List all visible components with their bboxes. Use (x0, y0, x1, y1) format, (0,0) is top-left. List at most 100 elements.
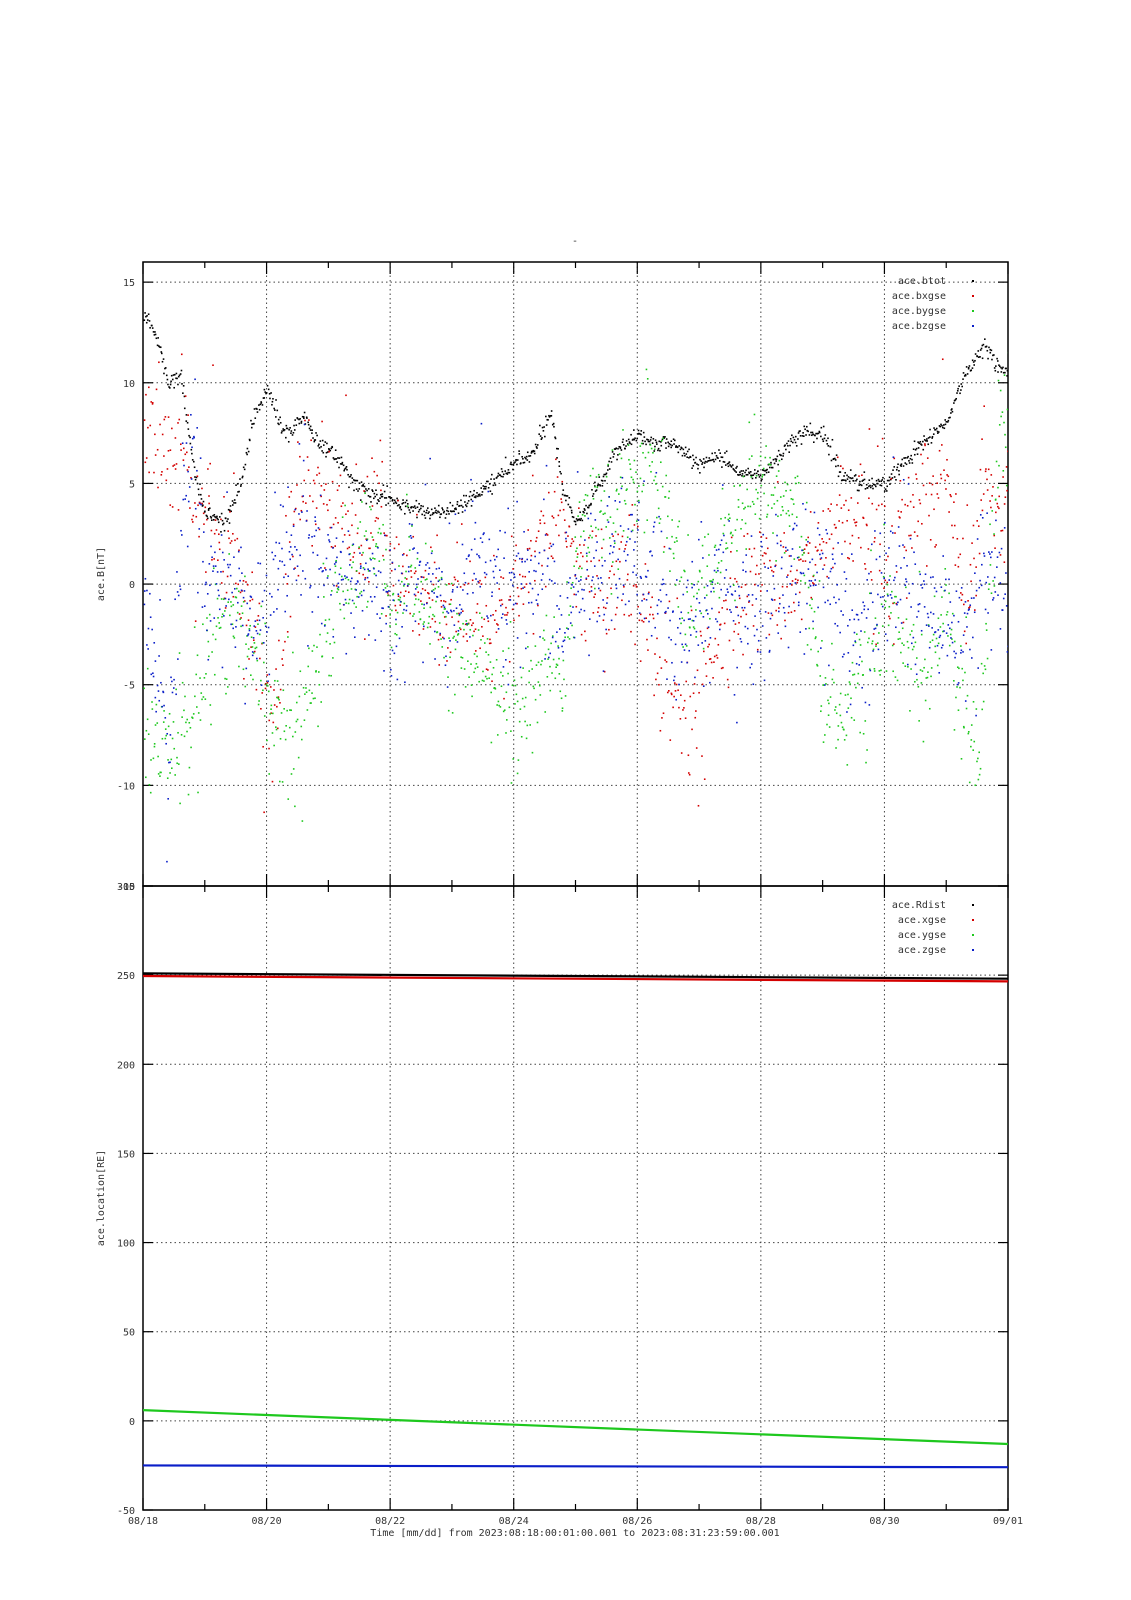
data-point (465, 620, 468, 622)
data-point (939, 473, 942, 476)
data-point (964, 601, 967, 603)
data-point (709, 617, 711, 620)
data-point (613, 448, 616, 450)
data-point (779, 602, 781, 605)
data-point (927, 443, 930, 446)
data-point (391, 561, 394, 564)
data-point (1000, 366, 1002, 369)
data-point (507, 647, 510, 650)
data-point (275, 416, 277, 418)
data-point (820, 435, 822, 438)
data-point (995, 460, 998, 463)
data-point (684, 454, 686, 457)
data-point (314, 697, 316, 700)
data-point (760, 484, 763, 487)
data-point (947, 635, 949, 637)
data-point (822, 586, 825, 589)
data-point (475, 662, 478, 665)
data-point (397, 593, 400, 596)
data-point (217, 589, 220, 592)
data-point (255, 630, 258, 632)
data-point (797, 579, 799, 582)
data-point (602, 619, 605, 622)
data-point (930, 493, 933, 496)
data-point (953, 640, 956, 643)
data-point (358, 547, 360, 550)
data-point (568, 525, 571, 528)
data-point (992, 580, 994, 582)
data-point (188, 486, 191, 488)
data-point (669, 570, 671, 572)
data-point (794, 578, 797, 581)
data-point (730, 542, 733, 544)
data-point (694, 676, 696, 679)
data-point (669, 619, 671, 622)
data-point (239, 579, 241, 582)
data-point (973, 597, 975, 599)
data-point (224, 517, 227, 520)
data-point (264, 625, 267, 628)
data-point (607, 463, 609, 466)
data-point (995, 519, 997, 522)
data-point (440, 638, 442, 640)
data-point (710, 459, 712, 462)
data-point (957, 556, 960, 559)
data-point (240, 589, 243, 592)
data-point (828, 726, 831, 728)
data-point (736, 606, 738, 609)
data-point (731, 464, 734, 466)
data-point (739, 484, 741, 486)
data-point (479, 647, 481, 650)
data-point (777, 632, 780, 634)
data-point (676, 446, 679, 449)
data-point (215, 516, 217, 519)
data-point (528, 455, 530, 457)
data-point (706, 612, 709, 615)
data-point (423, 625, 425, 628)
data-point (919, 669, 922, 671)
data-point (407, 591, 410, 594)
data-point (978, 773, 981, 776)
data-point (162, 691, 165, 694)
data-point (642, 484, 645, 487)
data-point (546, 676, 549, 678)
data-point (853, 618, 856, 621)
data-point (199, 719, 202, 721)
data-point (410, 506, 413, 509)
data-point (936, 664, 939, 667)
data-point (277, 567, 280, 570)
data-point (633, 524, 636, 526)
data-point (998, 551, 1001, 554)
data-point (334, 517, 337, 519)
data-point (839, 631, 841, 634)
data-point (597, 606, 600, 609)
data-point (683, 619, 685, 622)
data-point (668, 636, 670, 639)
data-point (931, 437, 933, 439)
data-point (306, 709, 309, 711)
data-point (937, 432, 939, 434)
data-point (158, 346, 161, 348)
data-point (450, 582, 453, 585)
data-point (871, 642, 873, 645)
data-point (679, 580, 681, 583)
data-point (284, 640, 286, 643)
data-point (650, 436, 653, 439)
data-point (872, 633, 875, 635)
data-point (328, 448, 330, 450)
data-point (978, 552, 981, 555)
data-point (365, 530, 367, 532)
data-point (853, 518, 855, 521)
data-point (703, 586, 706, 589)
data-point (190, 448, 193, 451)
data-point (835, 526, 837, 529)
data-point (242, 580, 245, 582)
data-point (843, 571, 846, 573)
data-point (779, 453, 781, 456)
data-point (702, 458, 705, 460)
data-point (956, 686, 958, 688)
data-point (500, 685, 503, 688)
data-point (989, 564, 992, 566)
data-point (789, 444, 791, 447)
data-point (897, 601, 899, 604)
